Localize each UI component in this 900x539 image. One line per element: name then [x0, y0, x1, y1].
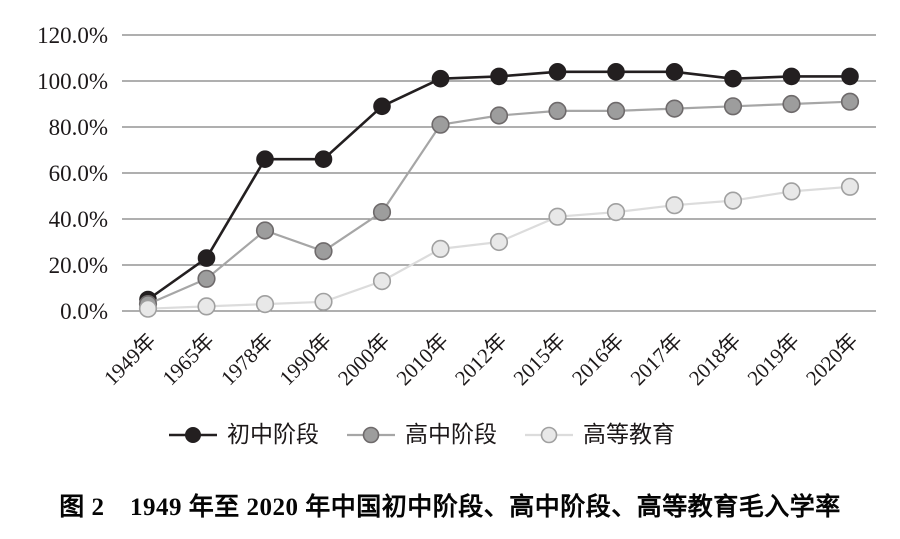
legend-item-junior-secondary: 初中阶段 — [169, 423, 319, 446]
data-point-marker — [256, 150, 274, 168]
data-point-marker — [548, 207, 567, 226]
data-point-marker — [782, 67, 801, 86]
data-point-marker — [782, 182, 801, 201]
data-point-marker — [373, 97, 391, 116]
legend-marker-higher-education-icon — [525, 426, 573, 443]
legend-label-senior-secondary: 高中阶段 — [405, 422, 497, 447]
x-axis-tick-label: 2020年 — [801, 329, 863, 391]
x-axis-tick-label: 2019年 — [743, 329, 805, 391]
legend-item-senior-secondary: 高中阶段 — [347, 423, 497, 446]
data-point-marker — [431, 239, 450, 258]
x-axis-tick-label: 1949年 — [99, 329, 161, 391]
legend: 初中阶段 高中阶段 高等教育 — [0, 423, 872, 446]
data-point-marker — [782, 94, 801, 114]
data-point-marker — [548, 101, 567, 120]
data-point-marker — [490, 67, 508, 86]
y-axis-tick-label: 120.0% — [37, 23, 108, 48]
data-point-marker — [840, 177, 860, 196]
x-axis-tick-label: 2015年 — [509, 329, 571, 391]
x-axis-tick-label: 2012年 — [450, 329, 512, 391]
data-point-marker — [255, 295, 275, 314]
x-axis-tick-label: 2017年 — [626, 329, 688, 391]
legend-marker-junior-secondary-icon — [169, 426, 217, 443]
x-axis-tick-label: 2018年 — [684, 329, 746, 391]
data-point-marker — [723, 191, 743, 210]
y-axis-tick-label: 60.0% — [49, 161, 108, 186]
data-point-marker — [665, 63, 684, 81]
data-point-marker — [138, 299, 158, 318]
y-axis-tick-label: 40.0% — [49, 207, 108, 232]
data-point-marker — [314, 242, 333, 261]
data-point-marker — [607, 63, 625, 81]
y-axis-tick-label: 80.0% — [49, 115, 108, 140]
y-axis-tick-label: 100.0% — [37, 69, 108, 94]
data-point-marker — [431, 115, 450, 134]
figure-caption: 图 2 1949 年至 2020 年中国初中阶段、高中阶段、高等教育毛入学率 — [59, 494, 841, 521]
data-point-marker — [489, 232, 509, 252]
data-point-marker — [665, 99, 684, 118]
data-point-marker — [197, 297, 216, 316]
data-point-marker — [372, 272, 392, 291]
data-point-marker — [255, 221, 275, 240]
data-point-marker — [840, 92, 860, 111]
x-axis-tick-label: 2010年 — [392, 329, 454, 391]
legend-item-higher-education: 高等教育 — [525, 423, 675, 446]
data-point-marker — [314, 150, 333, 168]
legend-label-junior-secondary: 初中阶段 — [227, 422, 319, 447]
x-axis-tick-label: 1978年 — [216, 329, 278, 391]
x-axis-tick-label: 2000年 — [333, 329, 395, 391]
y-axis-tick-label: 0.0% — [60, 299, 108, 324]
data-point-marker — [606, 203, 626, 222]
data-point-marker — [489, 106, 509, 125]
legend-label-higher-education: 高等教育 — [583, 422, 675, 447]
x-axis-tick-label: 1965年 — [158, 329, 220, 391]
data-point-marker — [431, 69, 450, 88]
data-point-marker — [724, 69, 742, 88]
x-axis-tick-label: 2016年 — [567, 329, 629, 391]
x-axis-tick-label: 1990年 — [275, 329, 337, 391]
y-axis-tick-label: 20.0% — [49, 253, 108, 278]
data-point-marker — [314, 292, 333, 311]
data-point-marker — [197, 249, 216, 267]
data-point-marker — [548, 63, 567, 81]
data-point-marker — [723, 97, 743, 116]
data-point-marker — [841, 67, 859, 86]
data-point-marker — [197, 269, 216, 288]
data-point-marker — [665, 196, 684, 215]
series-line-1 — [147, 100, 851, 306]
data-point-marker — [606, 101, 626, 120]
data-point-marker — [372, 203, 392, 222]
legend-marker-senior-secondary-icon — [347, 426, 395, 443]
